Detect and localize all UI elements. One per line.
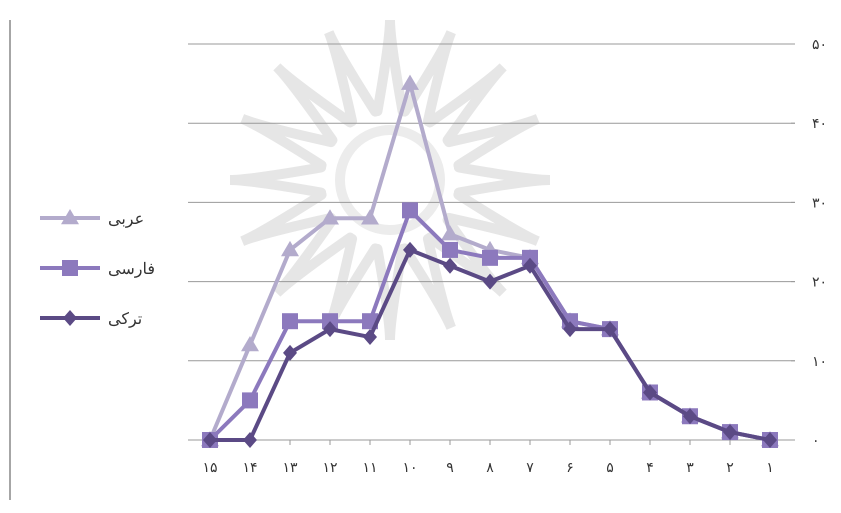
- data-point: [203, 432, 217, 448]
- x-tick-label: ۹: [446, 460, 454, 476]
- data-point: [442, 241, 458, 258]
- watermark-petal: [229, 162, 327, 198]
- data-point: [321, 209, 339, 225]
- data-point: [483, 273, 497, 290]
- data-point: [523, 257, 537, 274]
- data-point: [563, 321, 577, 338]
- data-point: [283, 344, 297, 361]
- y-tick-label: ۰: [812, 433, 820, 449]
- x-tick-label: ۲: [726, 460, 734, 476]
- watermark-petal: [424, 63, 507, 146]
- data-point: [643, 384, 657, 401]
- legend-item: ترکی: [40, 309, 142, 328]
- legend-marker: [62, 260, 78, 276]
- legend-item: عربی: [40, 209, 144, 228]
- data-point: [403, 241, 417, 258]
- x-tick-label: ۱۵: [202, 460, 217, 476]
- data-point: [363, 329, 377, 346]
- y-tick-label: ۲۰: [812, 275, 827, 291]
- gridlines: [188, 43, 795, 441]
- axis-lines: [9, 20, 795, 500]
- data-point: [441, 225, 459, 241]
- watermark-petal: [399, 30, 456, 127]
- data-point: [683, 408, 697, 425]
- y-tick-label: ۱۰: [812, 354, 827, 370]
- x-tick-label: ۳: [686, 460, 694, 476]
- x-tick-label: ۱۴: [242, 460, 257, 476]
- data-point: [323, 321, 337, 338]
- data-point: [243, 432, 257, 448]
- x-tick-label: ۴: [646, 460, 654, 476]
- data-point: [401, 74, 419, 90]
- data-point: [241, 335, 259, 352]
- x-tick-label: ۶: [566, 460, 574, 476]
- watermark-petal: [324, 30, 381, 127]
- legend-marker: [61, 209, 79, 225]
- data-point: [603, 321, 617, 338]
- series-diamond: [203, 241, 777, 448]
- watermark-petal: [372, 19, 408, 117]
- x-tick-label: ۱: [766, 460, 774, 476]
- data-point: [242, 392, 258, 409]
- data-point: [361, 209, 379, 225]
- legend-marker: [63, 310, 77, 326]
- data-point: [402, 202, 418, 219]
- watermark-petal: [424, 214, 507, 297]
- data-point: [443, 257, 457, 274]
- x-tick-label: ۱۰: [402, 460, 417, 476]
- y-tick-label: ۵۰: [812, 37, 827, 53]
- series-lines: [201, 74, 779, 448]
- legend-label: فارسی: [108, 259, 155, 278]
- y-tick-label: ۳۰: [812, 195, 827, 211]
- y-tick-labels: ۰ ۱۰ ۲۰ ۳۰ ۴۰ ۵۰: [812, 37, 827, 449]
- data-point: [763, 432, 777, 448]
- x-tick-label: ۱۱: [362, 460, 377, 476]
- legend: عربی فارسی ترکی: [40, 209, 155, 328]
- watermark-ring: [335, 125, 445, 235]
- legend-label: عربی: [108, 209, 144, 228]
- x-tick-label: ۱۲: [322, 460, 337, 476]
- watermark-petal: [273, 214, 356, 297]
- watermark-petal: [273, 63, 356, 146]
- x-tick-label: ۵: [606, 460, 614, 476]
- data-point: [282, 313, 298, 330]
- watermark-petal: [453, 162, 551, 198]
- x-tick-label: ۸: [486, 460, 494, 476]
- data-point: [482, 249, 498, 266]
- x-tick-label: ۱۳: [282, 460, 298, 476]
- legend-label: ترکی: [108, 309, 142, 328]
- x-tick-label: ۷: [526, 460, 534, 476]
- data-point: [723, 424, 737, 441]
- legend-item: فارسی: [40, 259, 155, 278]
- y-tick-label: ۴۰: [812, 116, 827, 132]
- data-point: [281, 240, 299, 257]
